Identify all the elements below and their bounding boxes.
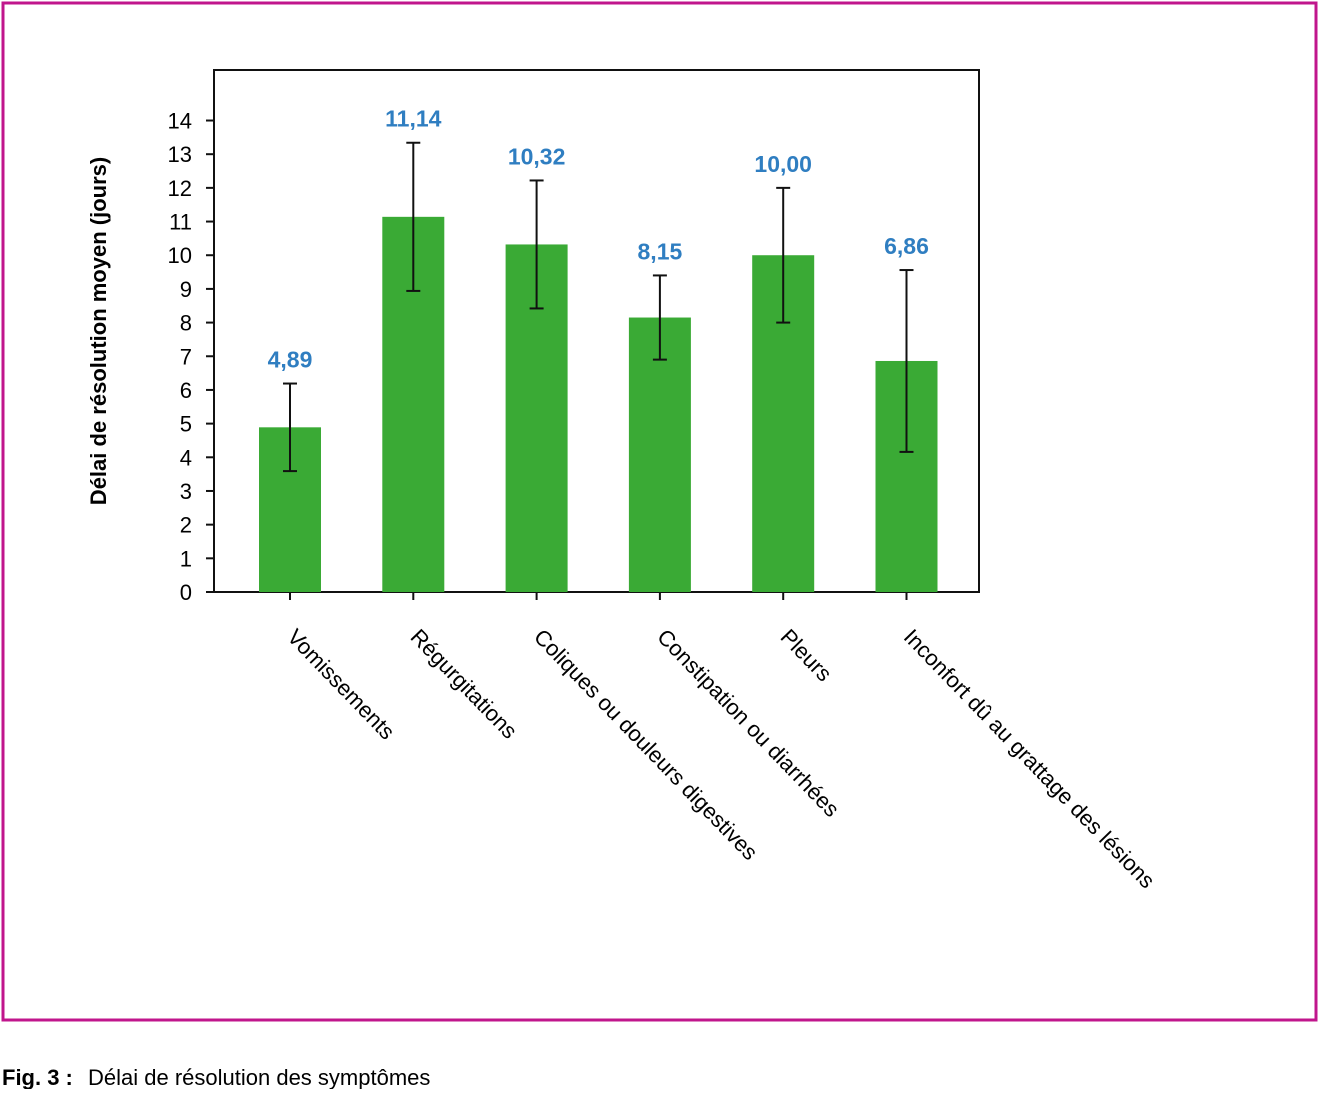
value-label: 8,15 [638, 238, 683, 264]
y-tick-label: 10 [168, 243, 192, 268]
y-tick-label: 5 [180, 412, 192, 437]
value-label: 10,00 [754, 151, 812, 177]
x-tick-label: Vomissements [282, 624, 399, 744]
value-label: 11,14 [385, 106, 441, 132]
y-tick-label: 13 [168, 142, 192, 167]
y-tick-label: 0 [180, 580, 192, 605]
y-tick-label: 1 [180, 546, 192, 571]
frame [1, 1, 1318, 1022]
value-label: 6,86 [884, 233, 929, 259]
y-tick-label: 7 [180, 344, 192, 369]
y-tick-label: 4 [180, 445, 192, 470]
y-tick-label: 2 [180, 513, 192, 538]
y-tick-label: 8 [180, 311, 192, 336]
caption-label: Fig. 3 : [2, 1065, 73, 1089]
x-tick-label: Régurgitations [406, 624, 523, 743]
value-label: 4,89 [268, 347, 313, 373]
caption-text: Délai de résolution des symptômes [88, 1065, 430, 1089]
y-tick-label: 6 [180, 378, 192, 403]
bar [628, 317, 691, 592]
y-tick-label: 14 [168, 109, 192, 134]
y-tick-label: 3 [180, 479, 192, 504]
y-tick-label: 11 [169, 210, 192, 235]
x-tick-label: Pleurs [776, 624, 837, 686]
y-tick-label: 9 [180, 277, 192, 302]
y-tick-label: 12 [168, 176, 192, 201]
x-tick-label: Coliques ou douleurs digestives [529, 624, 763, 865]
value-label: 10,32 [508, 143, 566, 169]
plot-area [213, 69, 980, 593]
y-axis-label: Délai de résolution moyen (jours) [86, 157, 111, 505]
x-tick-label: Inconfort dû au grattage des lésions [899, 624, 1160, 893]
